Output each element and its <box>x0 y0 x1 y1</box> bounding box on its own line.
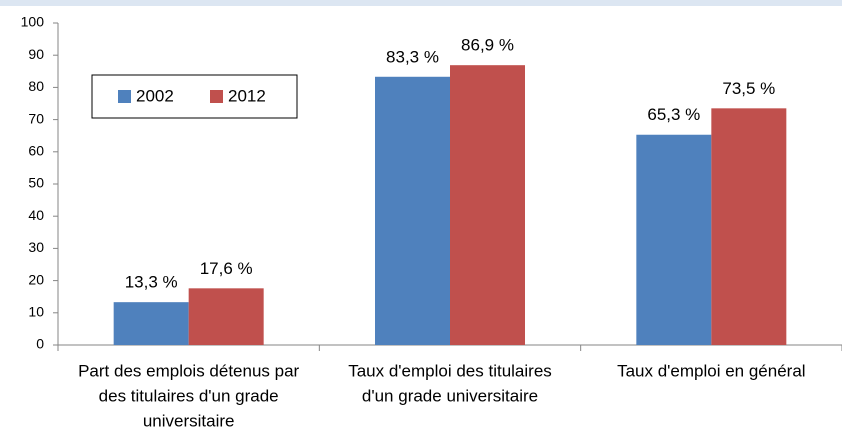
x-tick-label: Taux d'emploi des titulaires <box>348 361 552 380</box>
y-tick-label: 60 <box>28 143 44 159</box>
legend-label: 2002 <box>136 86 174 105</box>
x-tick-label: d'un grade universitaire <box>362 386 538 405</box>
x-tick-label: des titulaires d'un grade <box>99 386 279 405</box>
value-label: 86,9 % <box>461 36 514 55</box>
y-tick-label: 20 <box>28 271 44 287</box>
y-tick-label: 80 <box>28 78 44 94</box>
value-label: 17,6 % <box>200 259 253 278</box>
y-tick-label: 90 <box>28 46 44 62</box>
legend-swatch <box>210 90 223 103</box>
x-tick-label: Taux d'emploi en général <box>617 361 805 380</box>
x-tick-label: Part des emplois détenus par <box>78 361 299 380</box>
legend-label: 2012 <box>228 86 266 105</box>
y-tick-label: 40 <box>28 207 44 223</box>
x-tick-label: universitaire <box>143 411 235 430</box>
bar <box>450 65 525 345</box>
bar <box>113 302 189 345</box>
value-label: 13,3 % <box>125 273 178 292</box>
value-label: 65,3 % <box>647 105 700 124</box>
bar <box>188 288 264 345</box>
y-tick-label: 100 <box>21 14 45 30</box>
bar <box>636 134 712 345</box>
top-band <box>0 0 842 6</box>
y-tick-label: 10 <box>28 304 44 320</box>
value-label: 73,5 % <box>722 79 775 98</box>
bar <box>375 76 450 346</box>
y-tick-label: 70 <box>28 110 44 126</box>
value-label: 83,3 % <box>386 47 439 66</box>
y-tick-label: 50 <box>28 175 44 191</box>
legend-swatch <box>118 90 131 103</box>
y-tick-label: 0 <box>36 336 44 352</box>
bar <box>711 108 787 345</box>
y-tick-label: 30 <box>28 239 44 255</box>
